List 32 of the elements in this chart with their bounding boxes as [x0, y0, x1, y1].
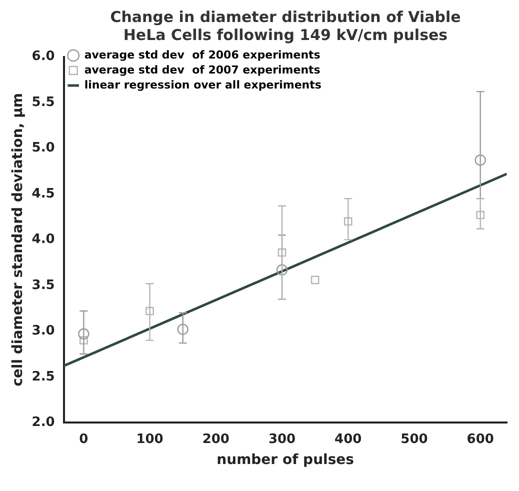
y-tick-label: 3.0 — [32, 324, 55, 339]
point — [278, 248, 286, 257]
x-tick-label: 500 — [400, 432, 428, 447]
y-tick-label: 4.5 — [32, 186, 55, 202]
point — [476, 210, 484, 220]
y-tick-label: 2.0 — [32, 414, 55, 430]
x-tick-label: 600 — [466, 432, 494, 447]
y-tick-label: 5.5 — [32, 94, 55, 110]
x-tick-label: 300 — [268, 432, 296, 447]
x-axis-title: number of pulses — [216, 452, 354, 468]
point — [146, 306, 154, 316]
chart-title: Change in diameter distribution of Viable HeLa Cells following 149 kV/cm pulses — [109, 8, 462, 46]
y-axis-title: cell diameter standard deviation, µm — [10, 93, 26, 386]
point — [344, 217, 352, 226]
point — [80, 336, 88, 344]
y-tick-label: 5.0 — [32, 140, 55, 156]
point — [78, 328, 90, 340]
x-tick-label: 400 — [334, 432, 362, 447]
y-tick-label: 4.0 — [32, 232, 55, 248]
y-tick-label: 6.0 — [32, 49, 55, 64]
point — [177, 324, 188, 335]
legend-label: average std dev of 2006 experiments — [84, 48, 321, 62]
x-tick-label: 100 — [136, 432, 164, 447]
point — [276, 264, 288, 276]
x-tick-label: 0 — [79, 432, 88, 447]
y-tick-label: 2.5 — [32, 369, 55, 384]
legend-label: linear regression over all experiments — [84, 78, 322, 92]
point — [310, 276, 320, 284]
x-tick-label: 200 — [202, 432, 230, 447]
legend-label: average std dev of 2007 experiments — [84, 63, 321, 76]
point — [474, 154, 486, 166]
y-tick-label: 3.5 — [32, 278, 55, 293]
